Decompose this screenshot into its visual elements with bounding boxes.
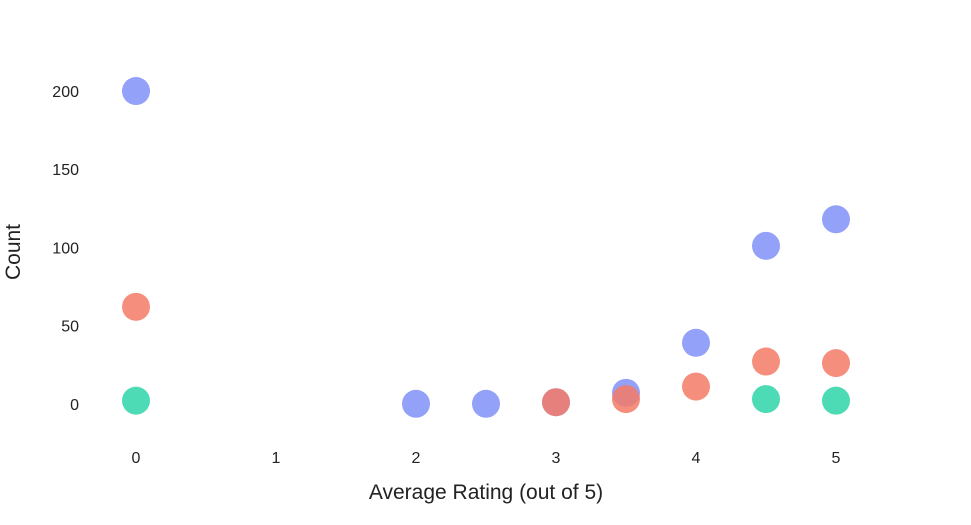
data-point	[752, 231, 780, 260]
x-tick-label: 0	[132, 450, 141, 467]
x-tick-label: 4	[692, 450, 701, 467]
data-point	[472, 389, 500, 418]
x-tick-label: 1	[272, 450, 281, 467]
data-point	[822, 205, 850, 234]
y-tick-label: 50	[61, 319, 79, 336]
data-points	[122, 77, 850, 418]
data-point	[682, 328, 710, 357]
data-point	[682, 372, 710, 401]
x-tick-label: 2	[412, 450, 421, 467]
data-point	[122, 386, 150, 415]
y-axis-ticks: 0 50 100 150 200	[52, 84, 79, 414]
y-tick-label: 0	[70, 397, 79, 414]
x-axis-ticks: 0 1 2 3 4 5	[132, 450, 841, 467]
x-tick-label: 3	[552, 450, 561, 467]
y-tick-label: 200	[52, 84, 79, 101]
data-point	[822, 386, 850, 415]
y-tick-label: 150	[52, 162, 79, 179]
x-axis-title: Average Rating (out of 5)	[369, 481, 603, 504]
y-axis-title: Count	[2, 224, 25, 280]
data-point	[612, 385, 640, 414]
data-point	[822, 349, 850, 378]
data-point	[752, 347, 780, 376]
data-point	[402, 389, 430, 418]
data-point	[122, 292, 150, 321]
x-tick-label: 5	[832, 450, 841, 467]
data-point	[752, 385, 780, 414]
data-point	[542, 388, 570, 417]
y-tick-label: 100	[52, 240, 79, 257]
data-point	[122, 77, 150, 106]
